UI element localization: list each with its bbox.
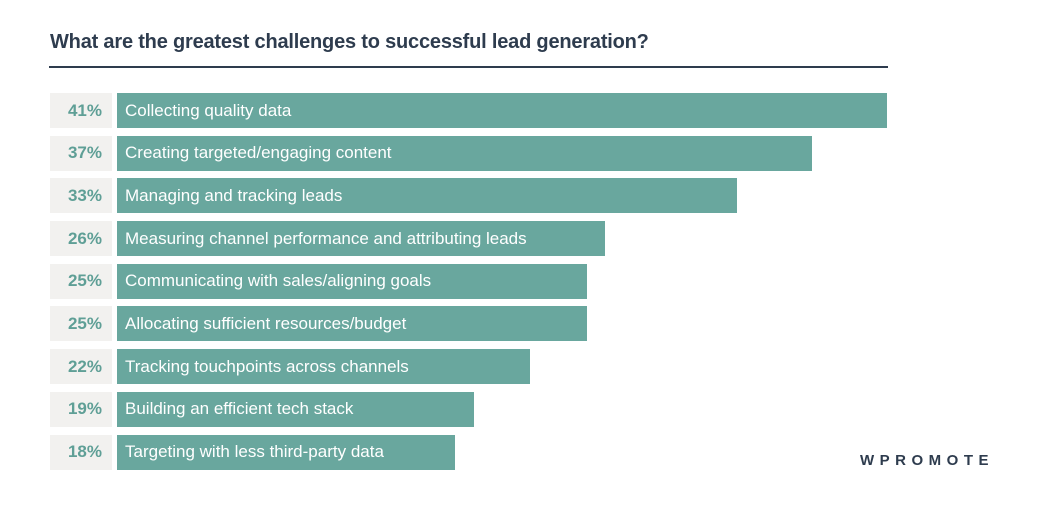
- chart-row: 22% Tracking touchpoints across channels: [50, 349, 887, 385]
- chart-row: 25% Communicating with sales/aligning go…: [50, 263, 887, 299]
- bar-category-label: Creating targeted/engaging content: [125, 143, 392, 163]
- bar-category-label: Communicating with sales/aligning goals: [125, 271, 432, 291]
- bar-category-label: Measuring channel performance and attrib…: [125, 228, 527, 248]
- bar-value-label: 22%: [50, 349, 112, 385]
- bar-value-label: 19%: [50, 391, 112, 427]
- title-underline-rule: [49, 66, 888, 68]
- bar-value-label: 26%: [50, 221, 112, 257]
- bar: Building an efficient tech stack: [117, 391, 474, 427]
- chart-row: 37% Creating targeted/engaging content: [50, 135, 887, 171]
- bar: Allocating sufficient resources/budget: [117, 306, 587, 342]
- chart-row: 26% Measuring channel performance and at…: [50, 221, 887, 257]
- bar: Communicating with sales/aligning goals: [117, 263, 587, 299]
- chart-row: 25% Allocating sufficient resources/budg…: [50, 306, 887, 342]
- chart-row: 33% Managing and tracking leads: [50, 178, 887, 214]
- bar-category-label: Allocating sufficient resources/budget: [125, 313, 407, 333]
- bar-value-label: 41%: [50, 93, 112, 128]
- wpromote-logo: WPROMOTE: [860, 452, 994, 469]
- bar-chart: 41% Collecting quality data 37% Creating…: [50, 93, 887, 470]
- bar-value-label: 18%: [50, 434, 112, 470]
- bar: Managing and tracking leads: [117, 178, 737, 214]
- chart-row: 18% Targeting with less third-party data: [50, 434, 887, 470]
- bar-category-label: Collecting quality data: [125, 100, 292, 120]
- bar-value-label: 33%: [50, 178, 112, 214]
- bar-value-label: 25%: [50, 306, 112, 342]
- bar-category-label: Targeting with less third-party data: [125, 442, 384, 461]
- bar: Targeting with less third-party data: [117, 434, 455, 470]
- bar-value-label: 37%: [50, 135, 112, 171]
- bar-category-label: Building an efficient tech stack: [125, 399, 354, 419]
- chart-row: 19% Building an efficient tech stack: [50, 391, 887, 427]
- bar-category-label: Tracking touchpoints across channels: [125, 356, 409, 376]
- bar-category-label: Managing and tracking leads: [125, 185, 343, 205]
- bar: Measuring channel performance and attrib…: [117, 221, 605, 257]
- bar: Creating targeted/engaging content: [117, 135, 812, 171]
- bar: Collecting quality data: [117, 93, 887, 128]
- bar: Tracking touchpoints across channels: [117, 349, 530, 385]
- chart-title: What are the greatest challenges to succ…: [50, 31, 649, 53]
- chart-row: 41% Collecting quality data: [50, 93, 887, 128]
- bar-value-label: 25%: [50, 263, 112, 299]
